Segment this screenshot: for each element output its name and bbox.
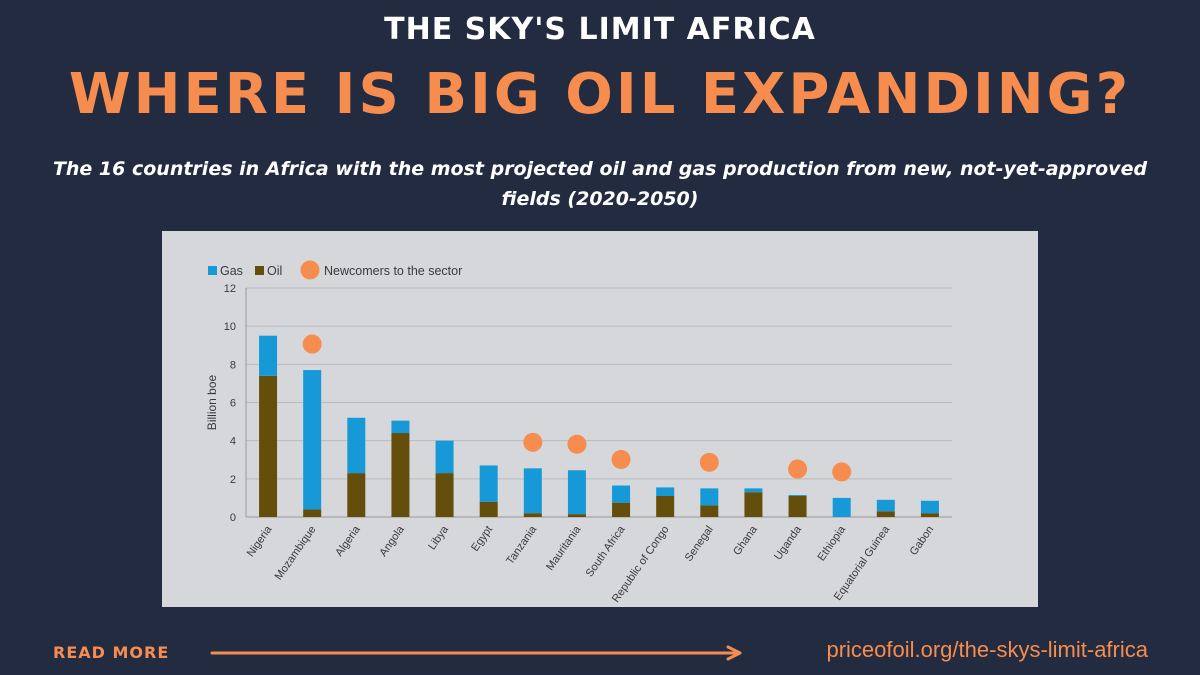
x-tick-label: Egypt: [469, 524, 495, 554]
bar-oil: [700, 505, 719, 517]
newcomer-marker: [832, 462, 852, 482]
bar-gas: [656, 487, 675, 497]
bar-oil: [435, 473, 454, 517]
bar-gas: [920, 500, 939, 514]
bar-gas: [832, 497, 851, 517]
bar-oil: [523, 513, 542, 517]
bar-oil: [259, 375, 278, 517]
y-tick-label: 4: [230, 436, 236, 448]
bar-gas: [347, 417, 366, 474]
bar-oil: [744, 492, 763, 517]
bar-oil: [347, 473, 366, 517]
bar-oil: [567, 514, 586, 517]
bar-gas: [435, 440, 454, 474]
bar-gas: [567, 470, 586, 515]
x-tick-label: Uganda: [772, 523, 804, 562]
y-tick-label: 0: [230, 512, 236, 524]
legend-newcomer-marker: [300, 260, 320, 280]
newcomer-marker: [523, 432, 543, 452]
newcomer-marker: [611, 450, 631, 470]
legend-swatch: [255, 266, 264, 275]
y-tick-label: 8: [230, 359, 236, 371]
y-tick-label: 12: [224, 283, 236, 295]
bar-gas: [523, 468, 542, 514]
legend-label: Gas: [220, 264, 243, 278]
x-tick-label: Algeria: [333, 523, 363, 559]
newcomer-marker: [699, 452, 719, 472]
x-tick-label: Angola: [377, 523, 407, 559]
legend-label: Newcomers to the sector: [324, 264, 462, 278]
newcomer-marker: [302, 334, 322, 354]
x-tick-label: Gabon: [908, 524, 937, 558]
bar-gas: [612, 485, 631, 503]
x-tick-label: Mauritania: [544, 523, 584, 573]
read-more-link[interactable]: READ MORE: [53, 643, 170, 662]
chart-subtitle: The 16 countries in Africa with the most…: [52, 158, 1148, 210]
x-tick-label: Libya: [426, 523, 451, 552]
x-tick-label: Ghana: [731, 523, 760, 558]
bar-gas: [303, 370, 322, 510]
bar-gas: [744, 488, 763, 493]
bar-oil: [479, 501, 498, 517]
y-tick-label: 6: [230, 398, 236, 410]
bar-oil: [876, 511, 895, 517]
bar-gas: [788, 495, 807, 497]
bar-oil: [656, 496, 675, 517]
bar-gas: [259, 335, 278, 376]
x-tick-label: South Africa: [584, 523, 628, 579]
bar-oil: [612, 502, 631, 517]
report-kicker: THE SKY'S LIMIT AFRICA: [384, 12, 816, 47]
x-tick-label: Mozambique: [273, 524, 319, 582]
bar-gas: [391, 420, 410, 434]
newcomer-marker: [788, 459, 808, 479]
chart-panel: 0 2 4 6 8 10 12 Billion boe Nigeria Mozambique Alg…: [162, 231, 1038, 607]
report-url-link[interactable]: priceofoil.org/the-skys-limit-africa: [826, 637, 1148, 662]
x-tick-label: Nigeria: [245, 523, 275, 559]
bar-oil: [920, 513, 939, 517]
y-axis-label: Billion boe: [205, 374, 219, 430]
x-tick-label: Senegal: [683, 524, 716, 564]
bar-gas: [700, 488, 719, 506]
headline: WHERE IS BIG OIL EXPANDING?: [68, 62, 1132, 127]
bar-gas: [479, 465, 498, 502]
x-tick-label: Ethiopia: [816, 523, 849, 563]
arrow-right-icon: [210, 645, 742, 661]
legend-swatch: [208, 266, 217, 275]
bar-oil: [303, 509, 322, 517]
bar-oil: [788, 496, 807, 517]
y-tick-label: 10: [224, 321, 236, 333]
legend-label: Oil: [267, 264, 282, 278]
y-tick-label: 2: [230, 474, 236, 486]
x-tick-label: Tanzania: [504, 523, 540, 567]
bar-gas: [876, 499, 895, 512]
bar-oil: [391, 433, 410, 517]
newcomer-marker: [567, 434, 587, 454]
